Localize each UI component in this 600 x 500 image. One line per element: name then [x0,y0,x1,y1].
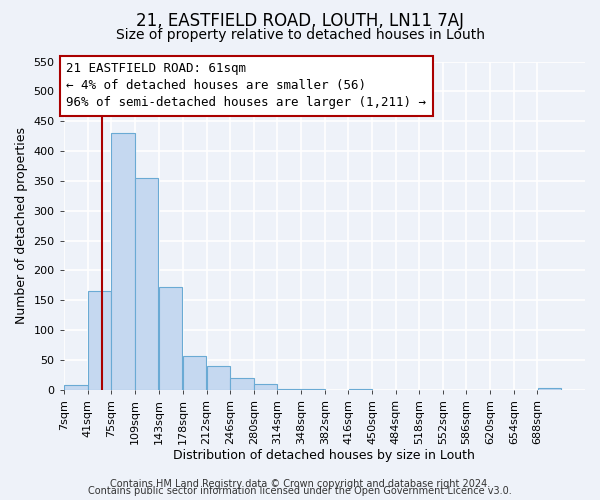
Bar [349,389,372,390]
Bar [183,356,206,390]
Bar [64,385,88,390]
Bar [207,366,230,390]
Y-axis label: Number of detached properties: Number of detached properties [15,127,28,324]
Bar [254,384,277,390]
X-axis label: Distribution of detached houses by size in Louth: Distribution of detached houses by size … [173,450,475,462]
Text: Contains public sector information licensed under the Open Government Licence v3: Contains public sector information licen… [88,486,512,496]
Bar [278,388,301,390]
Text: 21 EASTFIELD ROAD: 61sqm
← 4% of detached houses are smaller (56)
96% of semi-de: 21 EASTFIELD ROAD: 61sqm ← 4% of detache… [67,62,427,110]
Bar [230,378,254,390]
Bar [135,178,158,390]
Bar [88,292,111,390]
Text: Size of property relative to detached houses in Louth: Size of property relative to detached ho… [115,28,485,42]
Bar [538,388,561,390]
Text: Contains HM Land Registry data © Crown copyright and database right 2024.: Contains HM Land Registry data © Crown c… [110,479,490,489]
Bar [301,389,325,390]
Text: 21, EASTFIELD ROAD, LOUTH, LN11 7AJ: 21, EASTFIELD ROAD, LOUTH, LN11 7AJ [136,12,464,30]
Bar [112,133,135,390]
Bar [159,287,182,390]
